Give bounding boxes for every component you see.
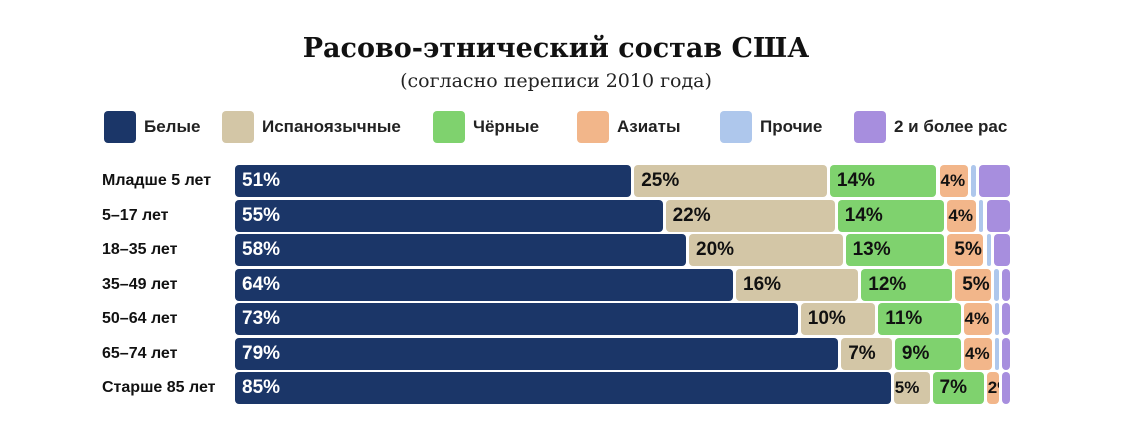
category-label: 18–35 лет (102, 241, 178, 258)
data-label: 14% (836, 170, 875, 191)
data-label: 11% (885, 308, 923, 329)
bar-segment: 9% (894, 338, 961, 370)
bar-segment: 7% (841, 338, 892, 370)
legend-item: Белые (104, 111, 200, 143)
bar-segment: 4% (939, 165, 968, 197)
category-label: Младше 5 лет (102, 172, 212, 189)
data-label: 13% (852, 239, 891, 260)
data-label: 4% (948, 206, 973, 225)
bar-segment (994, 338, 1000, 370)
data-label: 4% (964, 309, 990, 328)
legend-label: Испаноязычные (262, 117, 401, 136)
bar-segment: 2% (986, 372, 1000, 404)
data-label: 5% (962, 274, 990, 295)
data-label: 4% (940, 171, 966, 190)
legend-swatch (104, 111, 136, 143)
legend-label: Прочие (760, 117, 823, 136)
data-label: 73% (242, 308, 281, 329)
data-label: 51% (242, 170, 281, 191)
bar-segment: 16% (736, 269, 859, 301)
legend-item: Чёрные (433, 111, 539, 143)
category-label: 5–17 лет (102, 207, 169, 224)
legend-swatch (720, 111, 752, 143)
bar-segment (986, 200, 1010, 232)
chart-title: Расово-этнический состав США (302, 33, 810, 64)
legend-item: Азиаты (577, 111, 680, 143)
category-label: 65–74 лет (102, 345, 178, 362)
bar-segment: 4% (963, 303, 992, 335)
data-label: 16% (743, 274, 782, 295)
bar-segment: 14% (829, 165, 937, 197)
legend-swatch (854, 111, 886, 143)
bar-segment: 55% (235, 200, 663, 232)
legend-item: Испаноязычные (222, 111, 401, 143)
data-label: 58% (242, 239, 281, 260)
bar-segment: 51% (235, 165, 632, 197)
legend-label: 2 и более рас (894, 117, 1008, 136)
bar-segment: 5% (947, 234, 984, 266)
bar-segment: 58% (235, 234, 686, 266)
bar-segment: 14% (837, 200, 945, 232)
legend-swatch (222, 111, 254, 143)
bar-segment: 22% (665, 200, 835, 232)
data-label: 20% (696, 239, 735, 260)
legend-swatch (433, 111, 465, 143)
bar-segment: 20% (689, 234, 843, 266)
bar-segment (978, 200, 984, 232)
data-label: 79% (242, 343, 281, 364)
bar-segment: 79% (235, 338, 839, 370)
data-label: 7% (939, 377, 967, 398)
bar-segment: 4% (964, 338, 992, 370)
bar-segment: 10% (800, 303, 876, 335)
data-label: 14% (844, 205, 883, 226)
legend-label: Чёрные (473, 117, 540, 136)
data-label: 12% (868, 274, 907, 295)
data-label: 10% (807, 308, 846, 329)
bar-segment: 85% (235, 372, 891, 404)
bar-segment (994, 269, 1000, 301)
bar-segment: 13% (845, 234, 945, 266)
bar-segment: 64% (235, 269, 733, 301)
bar-segment: 5% (955, 269, 992, 301)
data-label: 25% (641, 170, 680, 191)
bar-segment (994, 234, 1010, 266)
legend-item: 2 и более рас (854, 111, 1007, 143)
bar-segment: 4% (947, 200, 976, 232)
bar-segment (1002, 338, 1010, 370)
bar-segment: 7% (932, 372, 984, 404)
data-label: 4% (965, 344, 990, 363)
data-label: 55% (242, 205, 281, 226)
data-label: 7% (848, 343, 876, 364)
category-label: 50–64 лет (102, 310, 178, 327)
data-label: 9% (901, 343, 930, 364)
bar-segment (1002, 303, 1011, 335)
data-label: 5% (894, 378, 920, 397)
legend-label: Азиаты (617, 117, 681, 136)
data-label: 64% (242, 274, 281, 295)
category-label: 35–49 лет (102, 276, 178, 293)
bar-segment (994, 303, 1000, 335)
bar-segment: 11% (878, 303, 961, 335)
chart-subtitle: (согласно переписи 2010 года) (400, 70, 712, 92)
bar-segment (970, 165, 976, 197)
bar-segment: 5% (893, 372, 930, 404)
legend-swatch (577, 111, 609, 143)
legend-item: Прочие (720, 111, 822, 143)
data-label: 22% (672, 205, 711, 226)
data-label: 5% (954, 239, 982, 260)
bar-segment (986, 234, 992, 266)
legend-label: Белые (144, 117, 201, 136)
bar-segment (1002, 269, 1010, 301)
bar-segment: 25% (634, 165, 827, 197)
bar-segment: 73% (235, 303, 798, 335)
bar-segment (1002, 372, 1011, 404)
data-label: 85% (242, 377, 281, 398)
bar-segment (978, 165, 1010, 197)
bar-segment: 12% (861, 269, 953, 301)
category-label: Старше 85 лет (102, 379, 216, 396)
data-label: 2% (987, 378, 1000, 397)
